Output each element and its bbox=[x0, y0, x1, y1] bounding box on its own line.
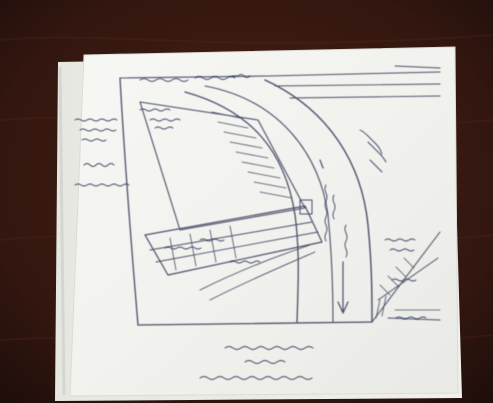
sketch-road-outer bbox=[264, 79, 373, 323]
sketch-road-middle bbox=[204, 85, 334, 323]
paper-sheet-front bbox=[69, 46, 459, 397]
paper-stack-edge bbox=[58, 66, 66, 396]
handwriting bbox=[74, 74, 427, 380]
sketch-top-boundary bbox=[119, 75, 269, 79]
sketch bbox=[119, 65, 441, 326]
sketch-left-boundary bbox=[119, 77, 139, 326]
